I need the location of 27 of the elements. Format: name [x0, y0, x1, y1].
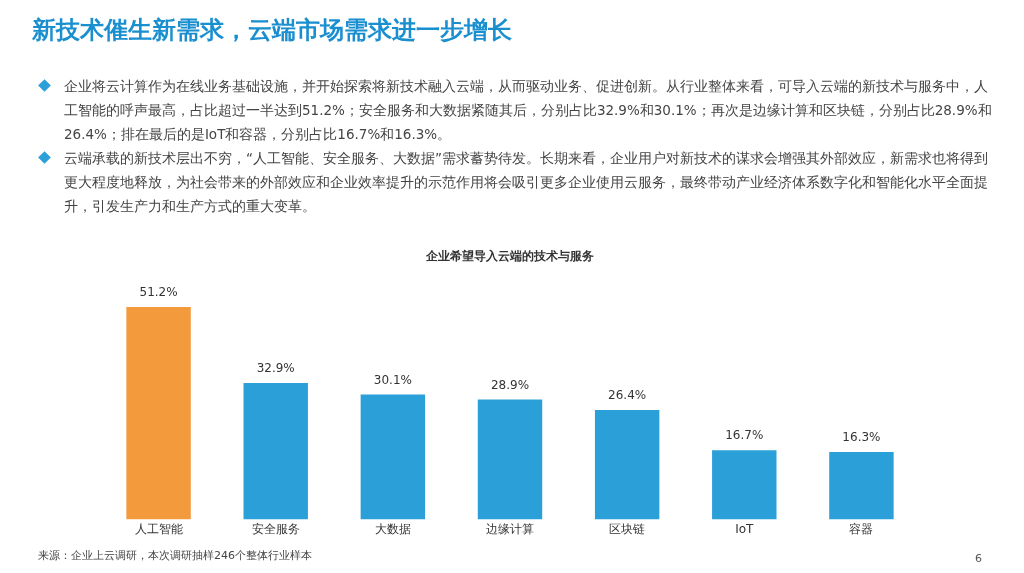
- data-label: 16.3%: [842, 430, 881, 445]
- chart-title: 新技术催生新需求，云端市场需求进一步增长: [32, 15, 512, 46]
- source-note: 来源：企业上云调研，本次调研抽样246个整体行业样本: [38, 548, 312, 563]
- text: 企业将云计算作为在线业务基础设施，并开始探索将新技术融入云端，从而驱动业务、促进创新。从行业整体来看，可导入云端的新技术与服务中，人工智能的呼声最高，占比超过一半达到51.2%；安全服务和大数据紧随其后，分别占比32.9%和30.1%；再次是边缘计算和区块链，分别占比28.9%和26.4%；排在最后的是IoT和容器，分别占比16.7%和16.3%。: [63, 77, 993, 144]
- bar: [594, 409, 660, 520]
- bar: [126, 306, 191, 520]
- data-label: 16.7%: [725, 428, 764, 443]
- bar: [477, 399, 543, 520]
- x-tick-label: 人工智能: [134, 521, 183, 536]
- data-label: 28.9%: [490, 377, 530, 392]
- bar: [243, 382, 308, 520]
- x-tick-label: 安全服务: [251, 521, 300, 536]
- data-label: 26.4%: [608, 388, 647, 403]
- chart-subtitle: 企业希望导入云端的技术与服务: [425, 249, 594, 264]
- bar: [829, 451, 894, 520]
- bar: [360, 394, 426, 520]
- bar: [712, 450, 777, 520]
- data-label: 30.1%: [373, 372, 412, 387]
- x-tick-label: 容器: [849, 521, 874, 536]
- x-tick-label: 大数据: [374, 521, 411, 536]
- text: 6: [975, 552, 982, 565]
- x-tick-label: 区块链: [609, 521, 646, 536]
- text: 云端承载的新技术层出不穷，“人工智能、安全服务、大数据”需求蓄势待发。长期来看，企业用户对新技术的谋求会增强其外部效应，新需求也将得到更大程度地释放，为社会带来的外部效应和企业效率提升的示范作用将会吸引更多企业使用云服务，最终带动产业经济体系数字化和智能化水平全面提升，引发生产力和生产方式的重大变革。: [63, 149, 989, 216]
- data-label: 32.9%: [256, 361, 295, 376]
- x-tick-label: 边缘计算: [486, 521, 534, 536]
- data-label: 51.2%: [139, 285, 178, 300]
- x-tick-label: IoT: [735, 521, 755, 536]
